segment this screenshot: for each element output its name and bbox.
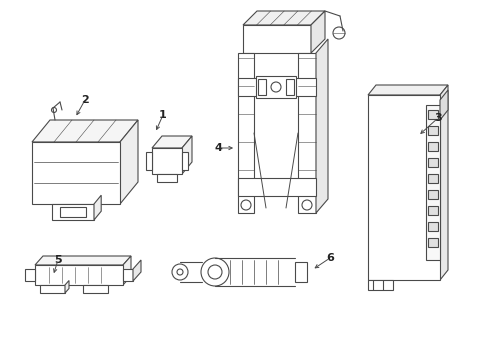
Polygon shape [35,265,123,285]
Circle shape [332,27,345,39]
Polygon shape [367,95,439,280]
Polygon shape [367,85,447,95]
Polygon shape [83,285,108,293]
Text: 6: 6 [325,253,333,263]
Polygon shape [425,105,439,260]
Polygon shape [146,152,152,170]
Text: 2: 2 [81,95,89,105]
Polygon shape [427,238,437,247]
Polygon shape [294,262,306,282]
Polygon shape [133,260,141,281]
Circle shape [302,200,311,210]
Polygon shape [157,174,177,182]
Circle shape [201,258,228,286]
Polygon shape [238,78,315,96]
Polygon shape [94,195,101,220]
Polygon shape [297,53,315,213]
Polygon shape [123,256,131,285]
Polygon shape [427,222,437,231]
Polygon shape [427,142,437,151]
Polygon shape [60,207,86,217]
Text: 3: 3 [433,113,441,123]
Circle shape [207,265,222,279]
Polygon shape [427,174,437,183]
Polygon shape [40,285,65,293]
Polygon shape [238,178,315,196]
Polygon shape [182,152,187,170]
Polygon shape [256,76,295,98]
Polygon shape [439,90,447,120]
Text: 1: 1 [159,110,166,120]
Polygon shape [123,269,133,281]
Polygon shape [243,25,310,53]
Polygon shape [427,190,437,199]
Polygon shape [285,79,293,95]
Circle shape [177,269,183,275]
Polygon shape [32,120,138,142]
Polygon shape [52,204,94,220]
Polygon shape [315,39,327,213]
Circle shape [172,264,187,280]
Polygon shape [152,136,192,148]
Polygon shape [310,11,325,53]
Polygon shape [243,11,325,25]
Polygon shape [65,280,69,293]
Polygon shape [427,110,437,119]
Polygon shape [120,120,138,204]
Polygon shape [35,256,131,265]
Text: 4: 4 [214,143,222,153]
Polygon shape [25,269,35,281]
Polygon shape [182,136,192,174]
Polygon shape [427,126,437,135]
Polygon shape [427,158,437,167]
Polygon shape [258,79,265,95]
Polygon shape [32,142,120,204]
Polygon shape [439,85,447,280]
Circle shape [270,82,281,92]
Polygon shape [427,206,437,215]
Text: 5: 5 [54,255,61,265]
Polygon shape [367,280,392,290]
Polygon shape [152,148,182,174]
Circle shape [241,200,250,210]
Polygon shape [238,53,253,213]
